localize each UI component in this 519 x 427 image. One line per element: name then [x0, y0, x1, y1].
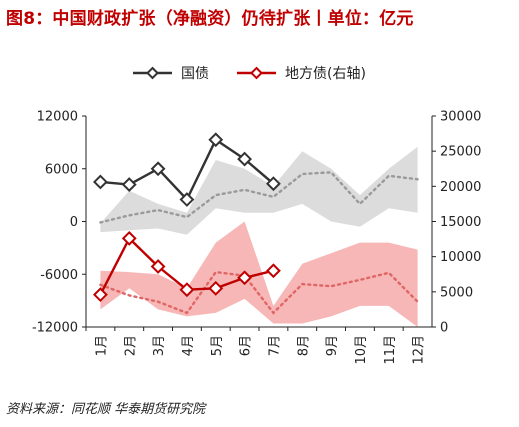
x-tick-label: 6月 [239, 335, 254, 356]
left-tick-label: 6000 [45, 162, 78, 177]
guozhai-series-point [179, 192, 195, 207]
legend-label-1: 地方债(右轴) [285, 66, 366, 82]
difangzhai-series-point [93, 287, 108, 303]
x-tick-label: 11月 [383, 335, 398, 365]
right-tick-label: 20000 [440, 180, 481, 195]
legend-swatch-marker-0 [146, 66, 159, 80]
difangzhai-series-point [237, 270, 252, 286]
right-tick-label: 0 [440, 321, 448, 336]
chart-title: 图8：中国财政扩张（净融资）仍待扩张丨单位：亿元 [6, 9, 414, 29]
x-tick-label: 1月 [94, 335, 109, 356]
left-tick-label: 0 [70, 215, 78, 230]
difangzhai-series-point [266, 263, 281, 279]
pink-mean-line [99, 270, 419, 315]
right-tick-label: 10000 [440, 250, 481, 265]
left-tick-label: -12000 [32, 321, 78, 336]
guozhai-series-point [266, 176, 281, 192]
difangzhai-series-point [179, 282, 195, 298]
right-tick-label: 30000 [440, 110, 481, 125]
difangzhai-series-point [121, 230, 137, 246]
x-tick-label: 9月 [325, 335, 340, 356]
x-tick-label: 8月 [296, 335, 311, 356]
legend-label-0: 国债 [181, 66, 209, 82]
gray-range-band [100, 146, 418, 235]
legend-swatch-marker-1 [250, 66, 263, 80]
x-tick-label: 12月 [412, 335, 427, 365]
guozhai-series-point [208, 132, 224, 148]
x-tick-label: 10月 [354, 335, 369, 365]
right-tick-label: 25000 [440, 145, 481, 160]
guozhai-series-point [150, 161, 166, 177]
right-tick-label: 15000 [440, 215, 481, 230]
left-tick-label: -6000 [40, 268, 78, 283]
x-tick-label: 7月 [267, 335, 282, 356]
difangzhai-series-point [208, 280, 224, 296]
source-note: 资料来源：同花顺 华泰期货研究院 [6, 402, 206, 417]
gray-mean-line [99, 171, 419, 224]
x-tick-label: 2月 [123, 335, 138, 356]
x-tick-label: 4月 [181, 335, 196, 356]
guozhai-series-point [121, 177, 137, 192]
left-tick-label: 12000 [37, 110, 78, 125]
guozhai-series-point [93, 174, 108, 190]
guozhai-series-point [237, 151, 252, 167]
right-tick-label: 5000 [440, 285, 473, 300]
difangzhai-series-point [150, 259, 166, 274]
x-tick-label: 3月 [152, 335, 167, 356]
x-tick-label: 5月 [210, 335, 225, 356]
